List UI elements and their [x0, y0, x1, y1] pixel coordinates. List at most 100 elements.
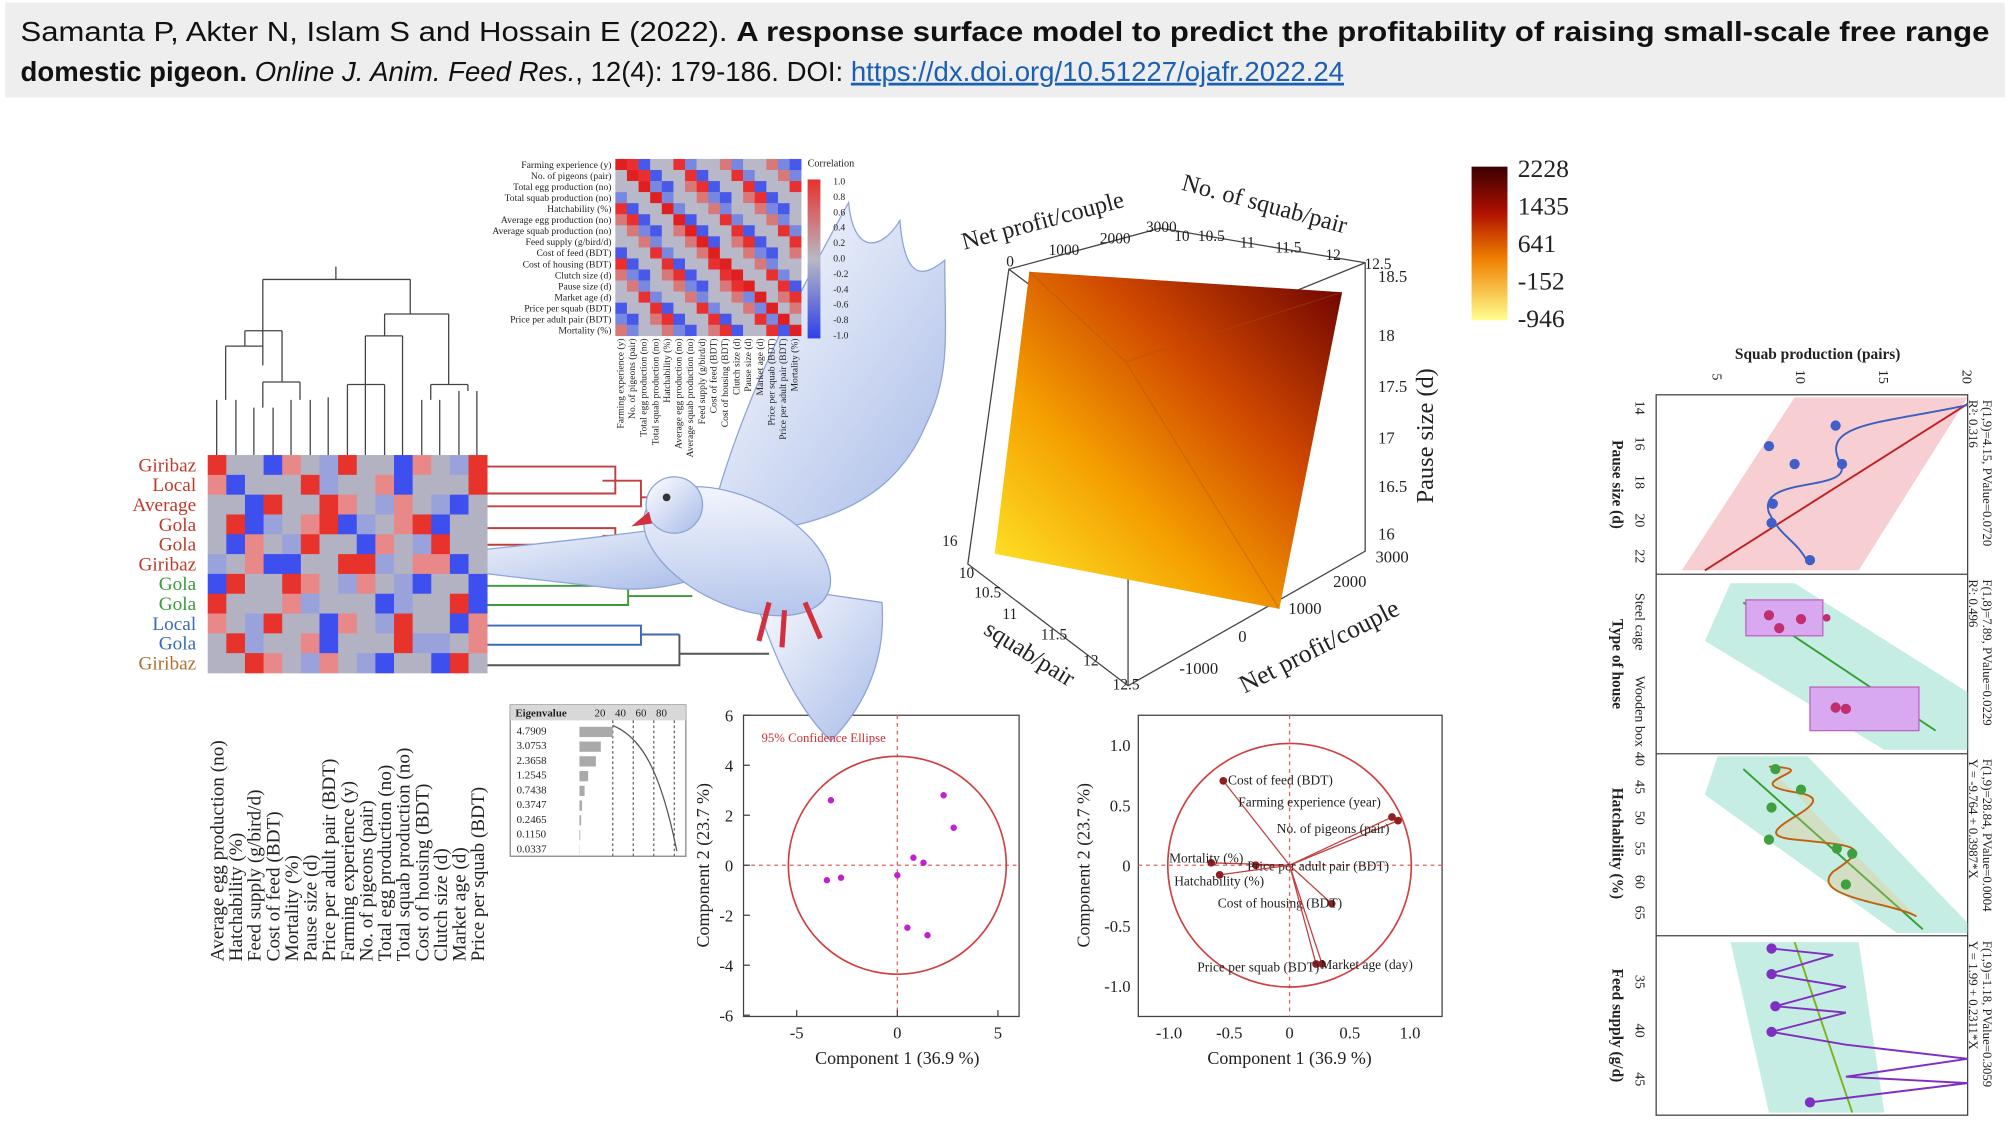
correlation-cell: [661, 203, 674, 215]
correlation-cell: [673, 236, 686, 248]
column-label: Price per adult pair (BDT): [319, 759, 340, 962]
correlation-cell: [708, 181, 721, 193]
correlation-cell: [777, 291, 790, 303]
point: [940, 792, 947, 799]
x-tick-label: -1.0: [1156, 1023, 1182, 1042]
heatmap-cell: [282, 534, 302, 555]
column-label: Farming experience (y): [615, 338, 626, 428]
column-label: Average egg production (no): [674, 338, 685, 449]
correlation-cell: [638, 291, 651, 303]
heatmap-cell: [338, 653, 358, 674]
correlation-cell: [708, 302, 721, 314]
correlation-cell: [754, 324, 767, 337]
correlation-cell: [638, 269, 651, 281]
correlation-cell: [673, 214, 686, 226]
y-axis-label: Hatchability (%): [1609, 788, 1626, 899]
doi-link[interactable]: https://dx.doi.org/10.51227/ojafr.2022.2…: [851, 56, 1344, 87]
correlation-cell: [626, 291, 639, 303]
y-tick-label: 0: [725, 857, 733, 876]
correlation-cell: [754, 291, 767, 303]
heatmap-cell: [412, 494, 432, 515]
correlation-cell: [650, 324, 663, 337]
tick-label: 0: [1238, 627, 1246, 646]
correlation-cell: [731, 181, 744, 193]
x-tick-label: 10: [1792, 370, 1808, 384]
row-label: Gola: [159, 535, 197, 556]
correlation-cell: [626, 225, 639, 237]
row-label: Giribaz: [139, 455, 197, 476]
heatmap-cell: [226, 455, 246, 476]
correlation-cell: [626, 258, 639, 270]
correlation-cell: [777, 158, 790, 171]
correlation-cell: [754, 158, 767, 171]
correlation-cell: [719, 302, 732, 314]
correlation-cell: [638, 236, 651, 248]
heatmap-cell: [449, 494, 469, 515]
correlation-cell: [754, 225, 767, 237]
panel-divider: [1656, 573, 1968, 937]
correlation-cell: [685, 280, 697, 292]
correlation-cell: [777, 214, 790, 226]
citation-line: Samanta P, Akter N, Islam S and Hossain …: [21, 16, 1990, 47]
stats-text: F(1,8)=7.89, PValue=0.0229: [1980, 579, 1994, 725]
y-axis-label: Component 2 (23.7 %): [693, 783, 714, 947]
heatmap-cell: [300, 455, 320, 476]
table-cell: 1.2545: [517, 770, 547, 782]
table-cell: 3.0753: [517, 740, 547, 752]
correlation-cell: [685, 225, 697, 237]
heatmap-cell: [282, 573, 302, 595]
correlation-cell: [708, 158, 721, 171]
loading-arrow: [1288, 865, 1317, 965]
row-label: Local: [152, 475, 196, 496]
column-label: No. of pigeons (pair): [627, 338, 638, 419]
heatmap-cell: [356, 573, 376, 595]
heatmap-cell: [412, 593, 432, 614]
correlation-cell: [638, 192, 651, 204]
row-label: Clutch size (d): [555, 270, 612, 281]
correlation-cell: [789, 225, 802, 237]
row-label: Gola: [159, 634, 197, 655]
correlation-cell: [708, 214, 721, 226]
heatmap-cell: [244, 534, 264, 555]
tick-label: 16.5: [1378, 477, 1407, 496]
legend-tick: -0.8: [833, 315, 848, 326]
correlation-cell: [638, 214, 651, 226]
heatmap-cell: [300, 534, 320, 555]
citation-box: [5, 2, 2005, 98]
heatmap-cell: [207, 593, 227, 614]
correlation-cell: [754, 258, 767, 270]
tick-label: 10.5: [1198, 228, 1225, 245]
heatmap-cell: [431, 653, 451, 674]
row-label: Farming experience (y): [521, 160, 611, 171]
row-label: Average squab production (no): [492, 226, 611, 237]
heatmap-cell: [356, 455, 376, 476]
correlation-cell: [685, 324, 697, 337]
correlation-cell: [673, 203, 686, 215]
x-axis-label: Squab production (pairs): [1735, 346, 1900, 363]
table-header: 60: [636, 708, 647, 720]
heatmap-cell: [468, 494, 488, 515]
stats-text: F(1,9)=1.18, PValue=0.3059: [1980, 941, 1994, 1087]
tick-label: 3000: [1375, 548, 1408, 567]
heatmap-cell: [282, 554, 302, 575]
correlation-cell: [696, 181, 709, 193]
stats-text: Y = 1.99 + 0.2311*X: [1966, 941, 1980, 1051]
correlation-cell: [719, 269, 732, 281]
table-cell: 0.0337: [517, 843, 547, 855]
heatmap-cell: [394, 653, 414, 674]
tick-label: 11.5: [1041, 627, 1068, 644]
correlation-cell: [615, 313, 628, 326]
heatmap-cell: [244, 494, 264, 515]
correlation-cell: [696, 258, 709, 270]
correlation-cell: [708, 203, 721, 215]
heatmap-cell: [431, 455, 451, 476]
column-label: Average egg production (no): [207, 740, 228, 961]
heatmap-cell: [282, 474, 302, 496]
y-tick-label: -4: [719, 957, 734, 976]
y-axis-label: Pause size (d): [1609, 440, 1626, 529]
heatmap-cell: [300, 494, 320, 515]
correlation-cell: [685, 313, 697, 326]
heatmap-cell: [263, 534, 283, 555]
correlation-cell: [754, 203, 767, 215]
heatmap-cell: [375, 514, 395, 535]
